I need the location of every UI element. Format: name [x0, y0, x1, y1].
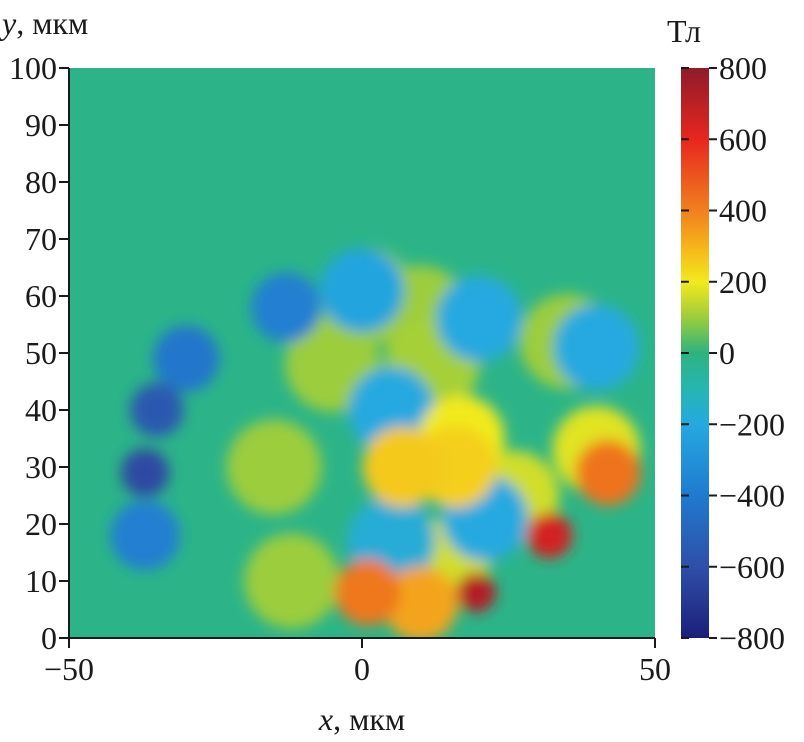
y-axis-label-unit: , мкм: [16, 5, 88, 41]
colorbar-tick-label: −400: [719, 478, 785, 514]
colorbar-tick-label: 0: [719, 335, 735, 371]
x-axis-label: x, мкм: [318, 701, 405, 737]
y-tick-label: 40: [25, 392, 57, 428]
plot-area: [69, 68, 655, 638]
heatmap-cell: [334, 559, 401, 626]
colorbar-tick-label: 400: [719, 193, 767, 229]
heatmap-cell: [553, 304, 640, 391]
x-tick-label: 50: [639, 651, 671, 687]
x-tick-label: −50: [44, 651, 94, 687]
colorbar: Тл 800 600 400 200 0 −200 −400 −600 −800: [667, 13, 785, 656]
heatmap-cell: [153, 325, 220, 392]
heatmap-cell: [226, 419, 322, 515]
y-tick-label: 90: [25, 107, 57, 143]
heatmap-cell: [121, 448, 170, 497]
heatmap-cell: [383, 566, 458, 638]
y-axis-ticks: 0 10 20 30 40 50 60 70 80 90 100: [9, 50, 69, 656]
y-tick-label: 0: [41, 620, 57, 656]
colorbar-unit: Тл: [667, 13, 701, 49]
heatmap-cell: [319, 248, 405, 333]
colorbar-tick-label: 800: [719, 50, 767, 86]
heatmap-field: [110, 248, 641, 638]
colorbar-tick-label: 600: [719, 121, 767, 157]
colorbar-ticks: 800 600 400 200 0 −200 −400 −600 −800: [681, 50, 785, 656]
y-tick-label: 20: [25, 506, 57, 542]
heatmap-cell: [575, 440, 641, 506]
y-tick-label: 10: [25, 563, 57, 599]
y-tick-label: 50: [25, 335, 57, 371]
y-axis-label: y, мкм: [0, 5, 88, 41]
colorbar-tick-label: −800: [719, 620, 785, 656]
heatmap-cell: [110, 500, 181, 571]
colorbar-tick-label: −200: [719, 406, 785, 442]
heatmap-cell: [250, 272, 321, 343]
heatmap-cell: [456, 572, 496, 613]
heatmap-cell: [244, 533, 340, 629]
x-axis-ticks: −50 0 50: [44, 638, 671, 687]
heatmap-cell: [362, 426, 444, 508]
heatmap-cell: [436, 275, 523, 362]
y-tick-label: 100: [9, 50, 57, 86]
x-axis-label-unit: , мкм: [333, 701, 405, 737]
x-axis-label-var: x: [318, 701, 333, 737]
colorbar-tick-label: −600: [719, 549, 785, 585]
heatmap-cell: [526, 512, 573, 559]
y-tick-label: 60: [25, 278, 57, 314]
x-tick-label: 0: [354, 651, 370, 687]
heatmap-cell: [130, 383, 184, 437]
y-tick-label: 30: [25, 449, 57, 485]
y-tick-label: 70: [25, 221, 57, 257]
colorbar-tick-label: 200: [719, 264, 767, 300]
y-tick-label: 80: [25, 164, 57, 200]
y-axis-label-var: y: [0, 5, 17, 41]
